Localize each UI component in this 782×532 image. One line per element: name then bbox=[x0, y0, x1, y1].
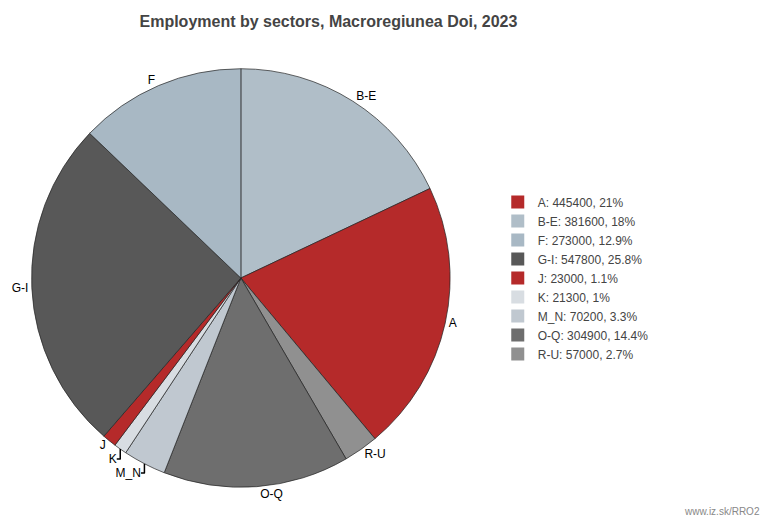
svg-text:O-Q: O-Q bbox=[260, 487, 283, 501]
svg-text:K: K bbox=[109, 452, 117, 466]
svg-text:O-Q: 304900, 14.4%: O-Q: 304900, 14.4% bbox=[538, 329, 648, 343]
svg-text:K: 21300, 1%: K: 21300, 1% bbox=[538, 291, 610, 305]
svg-text:B-E: B-E bbox=[356, 89, 376, 103]
svg-text:R-U: 57000, 2.7%: R-U: 57000, 2.7% bbox=[538, 348, 634, 362]
svg-text:R-U: R-U bbox=[364, 447, 385, 461]
svg-text:A: 445400, 21%: A: 445400, 21% bbox=[538, 196, 624, 210]
svg-text:F: F bbox=[148, 73, 155, 87]
svg-text:G-I: 547800, 25.8%: G-I: 547800, 25.8% bbox=[538, 253, 642, 267]
svg-text:B-E: 381600, 18%: B-E: 381600, 18% bbox=[538, 215, 636, 229]
svg-text:J: J bbox=[100, 438, 106, 452]
svg-text:G-I: G-I bbox=[12, 281, 29, 295]
svg-text:M_N: M_N bbox=[116, 466, 141, 480]
svg-text:F: 273000, 12.9%: F: 273000, 12.9% bbox=[538, 234, 633, 248]
svg-text:M_N: 70200, 3.3%: M_N: 70200, 3.3% bbox=[538, 310, 638, 324]
svg-text:Employment by sectors, Macrore: Employment by sectors, Macroregiunea Doi… bbox=[139, 13, 517, 30]
svg-text:J: 23000, 1.1%: J: 23000, 1.1% bbox=[538, 272, 618, 286]
svg-text:A: A bbox=[449, 316, 457, 330]
svg-text:www.iz.sk/RRO2: www.iz.sk/RRO2 bbox=[684, 506, 760, 517]
